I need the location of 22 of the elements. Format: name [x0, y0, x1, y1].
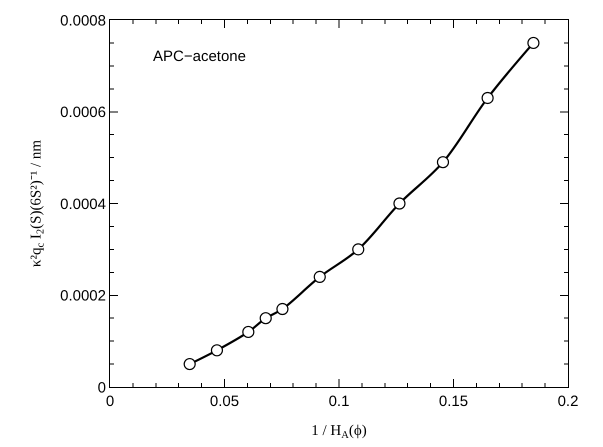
point: [314, 270, 326, 283]
y-tick-label: 0.0004: [60, 196, 106, 213]
y-tick-label: 0.0008: [60, 12, 106, 30]
y-tick-label: 0.0006: [60, 104, 106, 121]
point: [352, 243, 364, 256]
x-tick-label: 0.2: [558, 393, 578, 410]
point: [482, 92, 494, 104]
annotation: APC−acetone: [153, 48, 246, 65]
point: [527, 36, 540, 50]
x-tick-label: 0.05: [210, 393, 240, 410]
point: [210, 344, 224, 356]
point: [260, 312, 272, 324]
y-tick-label: 0: [98, 379, 106, 396]
x-axis-title: 1 / H$_{A}$(ϕ): [311, 423, 367, 442]
point: [242, 326, 254, 338]
point: [436, 156, 450, 168]
y-tick-label: 0.0002: [60, 288, 106, 304]
point: [393, 197, 406, 210]
point: [276, 302, 289, 316]
point: [184, 358, 196, 370]
x-tick-label: 0.15: [438, 393, 468, 410]
x-tick-label: 0.1: [328, 393, 350, 410]
